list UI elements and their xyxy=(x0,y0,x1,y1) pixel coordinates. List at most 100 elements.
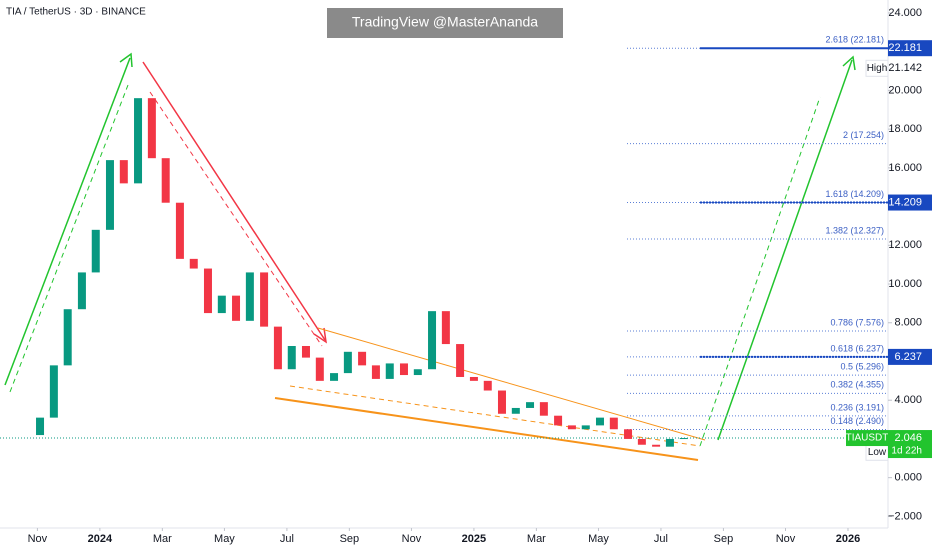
target-arrow xyxy=(717,59,853,441)
y-tick-label: 8.000 xyxy=(894,317,922,329)
y-tick-label: 10.000 xyxy=(888,278,922,290)
symbol-tag: TIAUSDT xyxy=(846,433,889,444)
candle-body xyxy=(469,376,478,381)
fib-label: 0.236 (3.191) xyxy=(830,402,884,412)
candle-body xyxy=(371,365,380,379)
candle-body xyxy=(399,363,408,376)
candle-body xyxy=(637,438,646,445)
price-tag xyxy=(888,40,932,57)
trend-dash xyxy=(149,91,323,347)
candle-body xyxy=(49,365,58,418)
x-tick-label: Jul xyxy=(280,533,294,545)
candle-body xyxy=(63,309,72,366)
symbol-header: TIA / TetherUS · 3D · BINANCE xyxy=(6,7,146,18)
high-tag-box xyxy=(865,59,889,77)
arrow-head xyxy=(313,327,327,344)
x-tick-label: Nov xyxy=(402,533,422,545)
y-tick-label: 4.000 xyxy=(894,394,922,406)
last-price-value: 2.046 xyxy=(894,432,922,444)
low-tag-name: Low xyxy=(868,447,887,458)
x-tick-label: Mar xyxy=(527,533,546,545)
y-tick-label: 0.000 xyxy=(894,472,922,484)
high-tag-name: High xyxy=(867,63,888,74)
watermark-box xyxy=(327,8,563,38)
candle-body xyxy=(665,438,674,447)
fib-label: 0.786 (7.576) xyxy=(830,317,884,327)
x-tick-label: 2025 xyxy=(462,533,486,545)
target-dash xyxy=(699,96,821,447)
trend-arrow xyxy=(142,61,326,341)
fib-label: 0.618 (6.237) xyxy=(830,343,884,353)
countdown: 1d 22h xyxy=(891,446,922,457)
x-tick-label: Sep xyxy=(714,533,734,545)
candle-body xyxy=(428,311,437,370)
candle-body xyxy=(526,402,535,408)
candle-body xyxy=(147,98,156,159)
candle-body xyxy=(119,160,128,184)
watermark: TradingView @MasterAnanda xyxy=(352,14,538,30)
x-tick-label: Nov xyxy=(776,533,796,545)
candle-body xyxy=(315,357,324,381)
x-tick-label: Jul xyxy=(654,533,668,545)
candle-body xyxy=(358,351,367,366)
price-tag xyxy=(888,348,932,365)
candle-body xyxy=(232,295,241,321)
fib-label: 0.148 (2.490) xyxy=(830,416,884,426)
candle-body xyxy=(497,390,506,414)
candle-body xyxy=(134,98,143,184)
price-tag-label: 6.237 xyxy=(894,351,922,363)
wedge-lower xyxy=(274,397,699,461)
y-tick-label: 20.000 xyxy=(888,84,922,96)
fib-label: 1.618 (14.209) xyxy=(825,189,884,199)
candle-body xyxy=(203,268,212,314)
candle-body xyxy=(609,417,618,430)
x-tick-label: Sep xyxy=(340,533,360,545)
candle-body xyxy=(456,344,465,377)
candle-body xyxy=(624,429,633,439)
candle-body xyxy=(385,363,394,379)
candle-body xyxy=(483,380,492,391)
candle-body xyxy=(441,311,450,345)
x-tick-label: May xyxy=(214,533,235,545)
x-tick-label: May xyxy=(588,533,609,545)
y-tick-label: 16.000 xyxy=(888,162,922,174)
candle-body xyxy=(330,373,339,381)
candle-body xyxy=(161,158,170,203)
candle-body xyxy=(260,272,269,327)
candle-body xyxy=(301,345,310,358)
trend-dash xyxy=(9,84,129,393)
high-tag-value: 21.142 xyxy=(888,62,922,74)
symbol-tag-box xyxy=(846,430,888,447)
fib-label: 2.618 (22.181) xyxy=(825,35,884,45)
y-tick-label: 18.000 xyxy=(888,123,922,135)
price-tag xyxy=(888,194,932,211)
x-tick-label: 2024 xyxy=(88,533,113,545)
fib-label: 0.5 (5.296) xyxy=(840,361,884,371)
price-tag-label: 22.181 xyxy=(888,42,922,54)
candle-body xyxy=(343,351,352,374)
candle-body xyxy=(175,202,184,259)
trend-arrow xyxy=(4,57,131,386)
candle-body xyxy=(511,407,520,414)
candle-body xyxy=(36,417,45,436)
candle-body xyxy=(554,415,563,426)
y-tick-label: −2.000 xyxy=(888,510,922,522)
candle-body xyxy=(273,326,282,370)
price-tag-label: 14.209 xyxy=(888,196,922,208)
candle-body xyxy=(679,438,688,440)
y-tick-label: 12.000 xyxy=(888,239,922,251)
candle-body xyxy=(581,425,590,430)
candle-body xyxy=(595,417,604,426)
candle-body xyxy=(287,345,296,370)
x-tick-label: 2026 xyxy=(836,533,860,545)
fib-label: 2 (17.254) xyxy=(843,130,884,140)
fib-label: 1.382 (12.327) xyxy=(825,225,884,235)
candle-body xyxy=(245,272,254,321)
candle-body xyxy=(91,229,100,273)
fib-label: 0.382 (4.355) xyxy=(830,380,884,390)
wedge-upper xyxy=(317,327,706,441)
candle-body xyxy=(105,160,114,230)
candle-body xyxy=(567,425,576,430)
